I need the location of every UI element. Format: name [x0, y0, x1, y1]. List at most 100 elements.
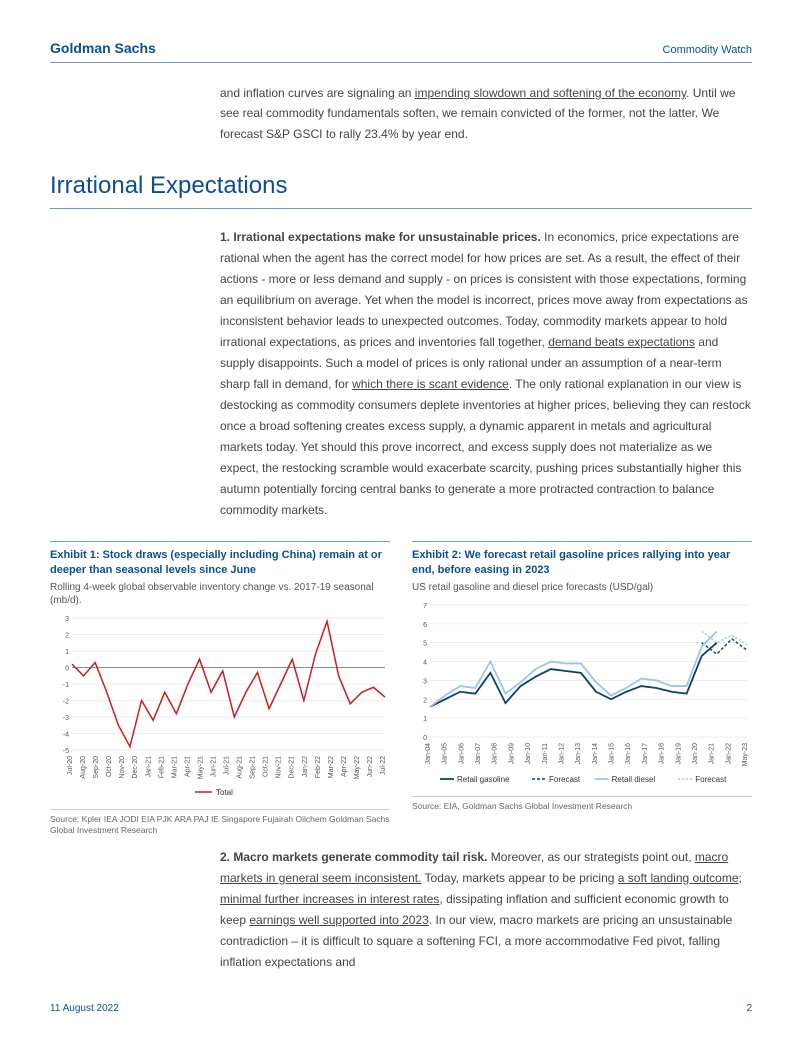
brand: Goldman Sachs — [50, 40, 156, 56]
footer-date: 11 August 2022 — [50, 1003, 119, 1014]
svg-text:Jan-13: Jan-13 — [575, 743, 582, 765]
paragraph-1: 1. Irrational expectations make for unsu… — [220, 227, 752, 521]
svg-text:Oct-21: Oct-21 — [263, 756, 270, 777]
svg-text:Dec-21: Dec-21 — [289, 756, 296, 779]
svg-text:1: 1 — [65, 649, 69, 656]
intro-paragraph: and inflation curves are signaling an im… — [220, 83, 752, 144]
svg-text:Jan-12: Jan-12 — [558, 743, 565, 765]
svg-text:Jan-04: Jan-04 — [425, 743, 432, 765]
svg-text:-5: -5 — [63, 748, 69, 755]
svg-text:Jan-19: Jan-19 — [675, 743, 682, 765]
p2-t1: Moreover, as our strategists point out, — [487, 850, 694, 864]
svg-text:0: 0 — [65, 665, 69, 672]
svg-text:Retail diesel: Retail diesel — [612, 775, 656, 784]
svg-text:-2: -2 — [63, 698, 69, 705]
p2-u3: minimal further increases in interest ra… — [220, 892, 439, 906]
svg-text:Nov-20: Nov-20 — [119, 756, 126, 779]
svg-text:Jun-21: Jun-21 — [210, 756, 217, 778]
svg-text:0: 0 — [423, 735, 427, 742]
svg-text:Jan-08: Jan-08 — [492, 743, 499, 765]
p2-t3: ; — [739, 871, 742, 885]
svg-text:Retail gasoline: Retail gasoline — [457, 775, 510, 784]
svg-text:Jan-18: Jan-18 — [659, 743, 666, 765]
p2-t2: Today, markets appear to be pricing — [421, 871, 617, 885]
svg-text:-1: -1 — [63, 682, 69, 689]
svg-text:6: 6 — [423, 622, 427, 629]
intro-pre: and inflation curves are signaling an — [220, 86, 415, 100]
doc-type: Commodity Watch — [663, 44, 752, 56]
svg-text:Feb-22: Feb-22 — [315, 756, 322, 778]
p2-u4: earnings well supported into 2023 — [249, 913, 428, 927]
svg-text:May-21: May-21 — [197, 756, 204, 779]
svg-text:May-22: May-22 — [354, 756, 361, 779]
ex2-title: Exhibit 2: We forecast retail gasoline p… — [412, 548, 752, 578]
svg-text:Jan-22: Jan-22 — [302, 756, 309, 778]
svg-text:Oct-20: Oct-20 — [106, 756, 113, 777]
ex2-source: Source: EIA, Goldman Sachs Global Invest… — [412, 796, 752, 812]
svg-text:Sep-20: Sep-20 — [93, 756, 100, 779]
p1-t1: In economics, price expectations are rat… — [220, 230, 748, 349]
svg-text:Mar-21: Mar-21 — [171, 756, 178, 778]
intro-underline: impending slowdown and softening of the … — [415, 86, 686, 100]
svg-text:Jan-14: Jan-14 — [592, 743, 599, 765]
svg-text:May-23: May-23 — [742, 743, 749, 766]
svg-text:Apr-21: Apr-21 — [184, 756, 191, 777]
svg-text:-3: -3 — [63, 715, 69, 722]
svg-text:Jan-07: Jan-07 — [475, 743, 482, 765]
svg-text:Jan-10: Jan-10 — [525, 743, 532, 765]
svg-text:Feb-21: Feb-21 — [158, 756, 165, 778]
exhibit-row: Exhibit 1: Stock draws (especially inclu… — [50, 541, 752, 837]
svg-text:Jan-06: Jan-06 — [458, 743, 465, 765]
page-header: Goldman Sachs Commodity Watch — [50, 40, 752, 63]
svg-text:3: 3 — [423, 678, 427, 685]
p1-u1: demand beats expectations — [548, 335, 695, 349]
paragraph-2: 2. Macro markets generate commodity tail… — [220, 847, 752, 973]
ex1-title: Exhibit 1: Stock draws (especially inclu… — [50, 548, 390, 578]
svg-text:Jan-22: Jan-22 — [725, 743, 732, 765]
svg-text:Forecast: Forecast — [695, 775, 727, 784]
ex2-chart: 01234567Jan-04Jan-05Jan-06Jan-07Jan-08Ja… — [412, 600, 752, 785]
svg-text:Nov-21: Nov-21 — [276, 756, 283, 779]
svg-text:Jan-11: Jan-11 — [542, 743, 549, 764]
svg-text:-4: -4 — [63, 731, 69, 738]
svg-text:Jan-21: Jan-21 — [709, 743, 716, 765]
svg-text:Jan-21: Jan-21 — [145, 756, 152, 778]
p2-lead: 2. Macro markets generate commodity tail… — [220, 850, 487, 864]
svg-text:Jun-22: Jun-22 — [367, 756, 374, 778]
svg-text:3: 3 — [65, 616, 69, 623]
svg-text:Jan-20: Jan-20 — [692, 743, 699, 765]
svg-text:7: 7 — [423, 603, 427, 610]
svg-text:Jan-17: Jan-17 — [642, 743, 649, 765]
exhibit-2: Exhibit 2: We forecast retail gasoline p… — [412, 541, 752, 837]
svg-text:Aug-20: Aug-20 — [80, 756, 87, 779]
footer-page: 2 — [746, 1003, 752, 1014]
svg-text:Jul-20: Jul-20 — [67, 756, 74, 775]
svg-text:Forecast: Forecast — [549, 775, 581, 784]
svg-text:Jan-15: Jan-15 — [609, 743, 616, 765]
svg-text:Aug-21: Aug-21 — [237, 756, 244, 779]
svg-text:Jan-05: Jan-05 — [442, 743, 449, 765]
exhibit-1: Exhibit 1: Stock draws (especially inclu… — [50, 541, 390, 837]
ex1-chart: -5 -4 -3 -2 -1 0 1 2 3 Jul-20 Aug-20 Sep-20 Oct-20 No… — [50, 613, 390, 798]
svg-text:Jul-21: Jul-21 — [224, 756, 231, 775]
svg-text:1: 1 — [423, 716, 427, 723]
svg-text:Total: Total — [216, 788, 233, 797]
section-title: Irrational Expectations — [50, 172, 752, 209]
p1-u2: which there is scant evidence — [352, 377, 509, 391]
svg-text:Sep-21: Sep-21 — [250, 756, 257, 779]
p1-t3: . The only rational explanation in our v… — [220, 377, 751, 517]
p2-u2: a soft landing outcome — [618, 871, 739, 885]
svg-text:Apr-22: Apr-22 — [341, 756, 348, 777]
svg-text:2: 2 — [423, 697, 427, 704]
svg-text:Jan-16: Jan-16 — [625, 743, 632, 765]
svg-text:Dec-20: Dec-20 — [132, 756, 139, 779]
ex1-subtitle: Rolling 4-week global observable invento… — [50, 581, 390, 607]
svg-text:5: 5 — [423, 641, 427, 648]
ex1-source: Source: Kpler IEA JODI EIA PJK ARA PAJ I… — [50, 809, 390, 837]
p1-lead: 1. Irrational expectations make for unsu… — [220, 230, 541, 244]
page-footer: 11 August 2022 2 — [50, 1003, 752, 1014]
svg-text:Jul-22: Jul-22 — [380, 756, 387, 775]
svg-text:Mar-22: Mar-22 — [328, 756, 335, 778]
svg-text:2: 2 — [65, 632, 69, 639]
ex2-subtitle: US retail gasoline and diesel price fore… — [412, 581, 752, 594]
